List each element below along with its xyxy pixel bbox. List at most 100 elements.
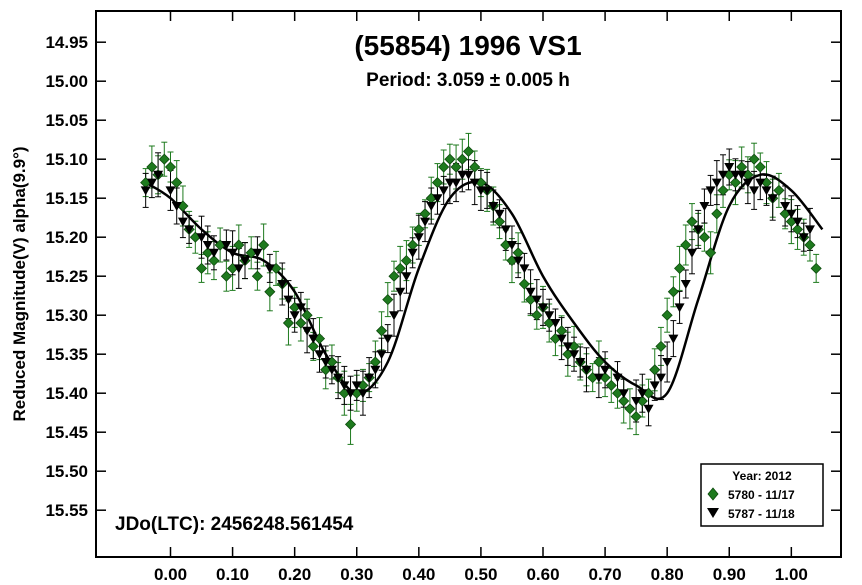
data-point-diamond (698, 231, 710, 243)
data-point-triangle (569, 350, 580, 360)
data-point-diamond (444, 153, 456, 165)
data-point-triangle (302, 326, 313, 336)
data-point-diamond (593, 356, 605, 368)
x-tick-label: 0.60 (526, 565, 559, 584)
data-point-diamond (258, 239, 270, 251)
data-point-triangle (165, 186, 176, 196)
data-point-triangle (687, 248, 697, 258)
x-tick-label: 0.00 (154, 565, 187, 584)
data-point-triangle (711, 178, 722, 188)
data-point-triangle (320, 358, 331, 367)
data-point-diamond (791, 223, 804, 235)
data-point-diamond (344, 418, 357, 430)
y-tick-label: 15.20 (45, 228, 88, 247)
legend-triangle-marker (707, 508, 719, 518)
data-point-triangle (184, 225, 195, 235)
data-point-triangle (531, 295, 542, 305)
data-point-triangle (556, 334, 567, 344)
data-point-triangle (600, 365, 611, 375)
x-tick-label: 0.30 (340, 565, 373, 584)
data-point-triangle (575, 358, 586, 367)
data-point-triangle (277, 280, 288, 289)
data-point-diamond (251, 270, 263, 282)
data-points-layer (140, 145, 822, 430)
data-point-triangle (525, 287, 536, 297)
data-point-diamond (462, 145, 475, 157)
data-point-triangle (227, 248, 238, 258)
data-point-triangle (612, 373, 623, 383)
data-point-diamond (400, 255, 412, 267)
chart-subtitle: Period: 3.059 ± 0.005 h (366, 70, 570, 91)
legend-box (700, 463, 824, 527)
data-point-diamond (438, 161, 450, 173)
legend-diamond-marker (707, 487, 719, 501)
data-point-diamond (469, 161, 481, 173)
legend-label-5787: 5787 - 11/18 (728, 507, 795, 521)
y-tick-label: 15.05 (45, 111, 88, 130)
data-point-triangle (252, 248, 263, 258)
data-point-triangle (680, 280, 691, 289)
data-point-triangle (637, 389, 648, 399)
data-point-triangle (376, 350, 387, 360)
data-point-diamond (680, 239, 692, 251)
x-tick-label: 0.70 (589, 565, 622, 584)
data-point-diamond (773, 184, 785, 196)
data-point-triangle (370, 365, 381, 375)
y-tick-label: 15.45 (45, 423, 88, 442)
data-point-triangle (581, 365, 592, 375)
data-point-triangle (482, 186, 493, 196)
y-tick-label: 15.50 (45, 462, 88, 481)
x-tick-label: 0.90 (713, 565, 746, 584)
data-point-diamond (382, 294, 394, 306)
data-point-triangle (494, 209, 505, 219)
data-point-triangle (643, 404, 654, 414)
data-point-triangle (538, 303, 548, 313)
data-point-triangle (420, 217, 431, 227)
y-tick-label: 15.00 (45, 72, 88, 91)
data-point-triangle (395, 287, 406, 297)
data-point-diamond (717, 184, 729, 196)
data-point-diamond (649, 364, 661, 376)
data-point-triangle (655, 373, 666, 383)
data-point-triangle (146, 178, 157, 188)
data-point-triangle (618, 389, 629, 399)
data-point-diamond (667, 286, 679, 298)
data-point-diamond (158, 153, 170, 165)
data-point-diamond (686, 216, 698, 228)
y-tick-label: 15.55 (45, 501, 88, 520)
data-point-triangle (705, 186, 716, 196)
data-point-diamond (674, 262, 686, 274)
data-point-triangle (674, 303, 685, 313)
data-point-triangle (780, 202, 791, 211)
data-point-triangle (357, 389, 368, 399)
data-point-diamond (431, 177, 444, 189)
data-point-triangle (364, 373, 375, 383)
data-point-diamond (195, 262, 208, 274)
y-tick-label: 15.15 (45, 189, 88, 208)
jdo-annotation: JDo(LTC): 2456248.561454 (115, 514, 354, 535)
x-tick-label: 0.80 (651, 565, 684, 584)
data-point-triangle (500, 225, 511, 235)
data-point-triangle (177, 217, 188, 227)
data-point-diamond (754, 161, 766, 173)
data-point-triangle (171, 202, 182, 211)
y-tick-label: 15.35 (45, 345, 88, 364)
data-point-triangle (333, 373, 344, 383)
chart-title: (55854) 1996 VS1 (354, 30, 581, 61)
data-point-triangle (463, 170, 474, 180)
data-point-diamond (233, 239, 245, 251)
data-point-triangle (345, 389, 356, 399)
data-point-triangle (749, 186, 760, 196)
data-point-triangle (426, 202, 437, 211)
data-point-diamond (810, 262, 822, 274)
data-point-triangle (544, 311, 555, 321)
data-point-triangle (196, 233, 207, 243)
data-point-triangle (314, 350, 325, 360)
data-point-triangle (593, 373, 604, 383)
data-point-triangle (767, 194, 778, 204)
y-tick-label: 15.25 (45, 267, 88, 286)
legend-title: Year: 2012 (732, 469, 792, 483)
axis-ticks-layer: 0.00 0.10 0.20 0.30 0.40 0.50 0.60 0.70 0.80 0.90… (45, 11, 841, 584)
data-point-triangle (240, 256, 250, 266)
